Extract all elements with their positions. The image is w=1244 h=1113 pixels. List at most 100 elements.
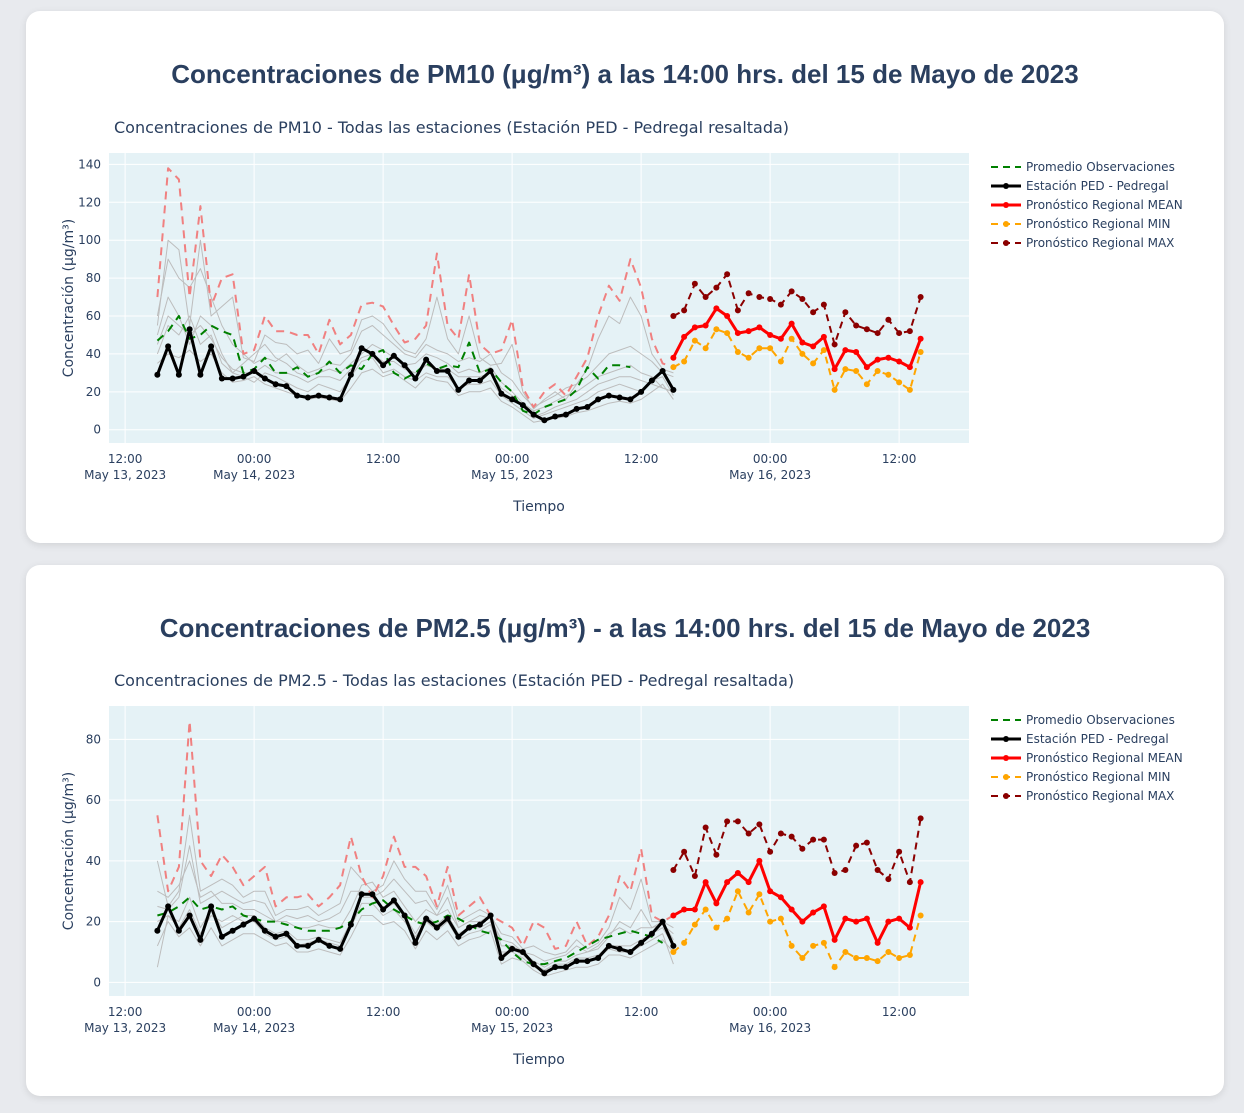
point-min[interactable] [788,942,795,949]
point-ped[interactable] [380,906,387,913]
point-ped[interactable] [165,903,172,910]
point-min[interactable] [745,909,752,916]
point-ped[interactable] [197,936,204,943]
plot-area[interactable] [109,153,969,443]
point-min[interactable] [842,948,849,955]
point-max[interactable] [724,271,731,278]
point-max[interactable] [810,309,817,316]
point-max[interactable] [691,873,698,880]
point-mean[interactable] [788,320,795,327]
point-max[interactable] [788,288,795,295]
legend-item[interactable]: Pronóstico Regional MEAN [991,751,1183,765]
point-min[interactable] [777,358,784,365]
point-ped[interactable] [251,367,258,374]
point-min[interactable] [713,326,720,333]
point-ped[interactable] [186,326,193,333]
point-min[interactable] [874,367,881,374]
point-min[interactable] [745,354,752,361]
point-ped[interactable] [337,945,344,952]
point-mean[interactable] [745,879,752,886]
point-ped[interactable] [369,350,376,357]
series-line-avg[interactable] [156,315,631,416]
legend-item[interactable]: Pronóstico Regional MAX [991,236,1174,250]
point-max[interactable] [670,866,677,873]
point-max[interactable] [788,833,795,840]
point-min[interactable] [681,939,688,946]
point-min[interactable] [810,360,817,367]
point-ped[interactable] [595,396,602,403]
legend-item[interactable]: Estación PED - Pedregal [991,179,1169,193]
point-ped[interactable] [423,915,430,922]
point-max[interactable] [734,307,741,314]
point-max[interactable] [885,316,892,323]
point-max[interactable] [724,818,731,825]
point-ped[interactable] [627,948,634,955]
point-ped[interactable] [476,377,483,384]
point-max[interactable] [863,839,870,846]
point-ped[interactable] [605,942,612,949]
point-ped[interactable] [616,394,623,401]
point-max[interactable] [874,330,881,337]
point-max[interactable] [874,866,881,873]
point-ped[interactable] [326,942,333,949]
legend-item[interactable]: Estación PED - Pedregal [991,732,1169,746]
series-line-station-max[interactable] [156,167,674,408]
point-ped[interactable] [659,367,666,374]
point-min[interactable] [767,918,774,925]
point-max[interactable] [702,824,709,831]
point-ped[interactable] [466,924,473,931]
point-ped[interactable] [616,945,623,952]
point-ped[interactable] [412,375,419,382]
point-ped[interactable] [390,897,397,904]
point-ped[interactable] [208,903,215,910]
point-ped[interactable] [519,948,526,955]
pm25-chart[interactable]: Concentraciones de PM2.5 - Todas las est… [26,565,1224,1096]
point-ped[interactable] [605,392,612,399]
point-ped[interactable] [304,942,311,949]
point-mean[interactable] [767,331,774,338]
point-ped[interactable] [229,375,236,382]
point-max[interactable] [842,866,849,873]
point-ped[interactable] [433,924,440,931]
point-ped[interactable] [638,939,645,946]
point-min[interactable] [799,955,806,962]
point-ped[interactable] [562,411,569,418]
station-series-line[interactable] [156,296,674,412]
point-ped[interactable] [444,915,451,922]
point-ped[interactable] [294,942,301,949]
point-ped[interactable] [412,939,419,946]
point-min[interactable] [896,955,903,962]
point-min[interactable] [863,955,870,962]
point-min[interactable] [853,955,860,962]
point-max[interactable] [799,845,806,852]
point-ped[interactable] [562,964,569,971]
pm10-chart[interactable]: Concentraciones de PM10 - Todas las esta… [26,11,1224,543]
point-min[interactable] [670,364,677,371]
point-mean[interactable] [777,335,784,342]
point-mean[interactable] [896,358,903,365]
point-min[interactable] [756,345,763,352]
series-line-max[interactable] [672,273,922,346]
point-ped[interactable] [401,362,408,369]
point-min[interactable] [917,349,924,356]
point-max[interactable] [885,876,892,883]
point-min[interactable] [831,964,838,971]
point-ped[interactable] [175,927,182,934]
point-ped[interactable] [584,958,591,965]
point-mean[interactable] [724,879,731,886]
station-series-line[interactable] [156,814,674,956]
point-max[interactable] [756,294,763,301]
point-ped[interactable] [283,383,290,390]
point-mean[interactable] [799,918,806,925]
point-ped[interactable] [573,958,580,965]
point-ped[interactable] [552,964,559,971]
point-mean[interactable] [896,915,903,922]
point-ped[interactable] [466,377,473,384]
point-ped[interactable] [530,961,537,968]
point-mean[interactable] [681,333,688,340]
point-ped[interactable] [476,921,483,928]
point-ped[interactable] [208,343,215,350]
point-mean[interactable] [702,879,709,886]
point-ped[interactable] [358,891,365,898]
legend-item[interactable]: Pronóstico Regional MIN [991,770,1170,784]
